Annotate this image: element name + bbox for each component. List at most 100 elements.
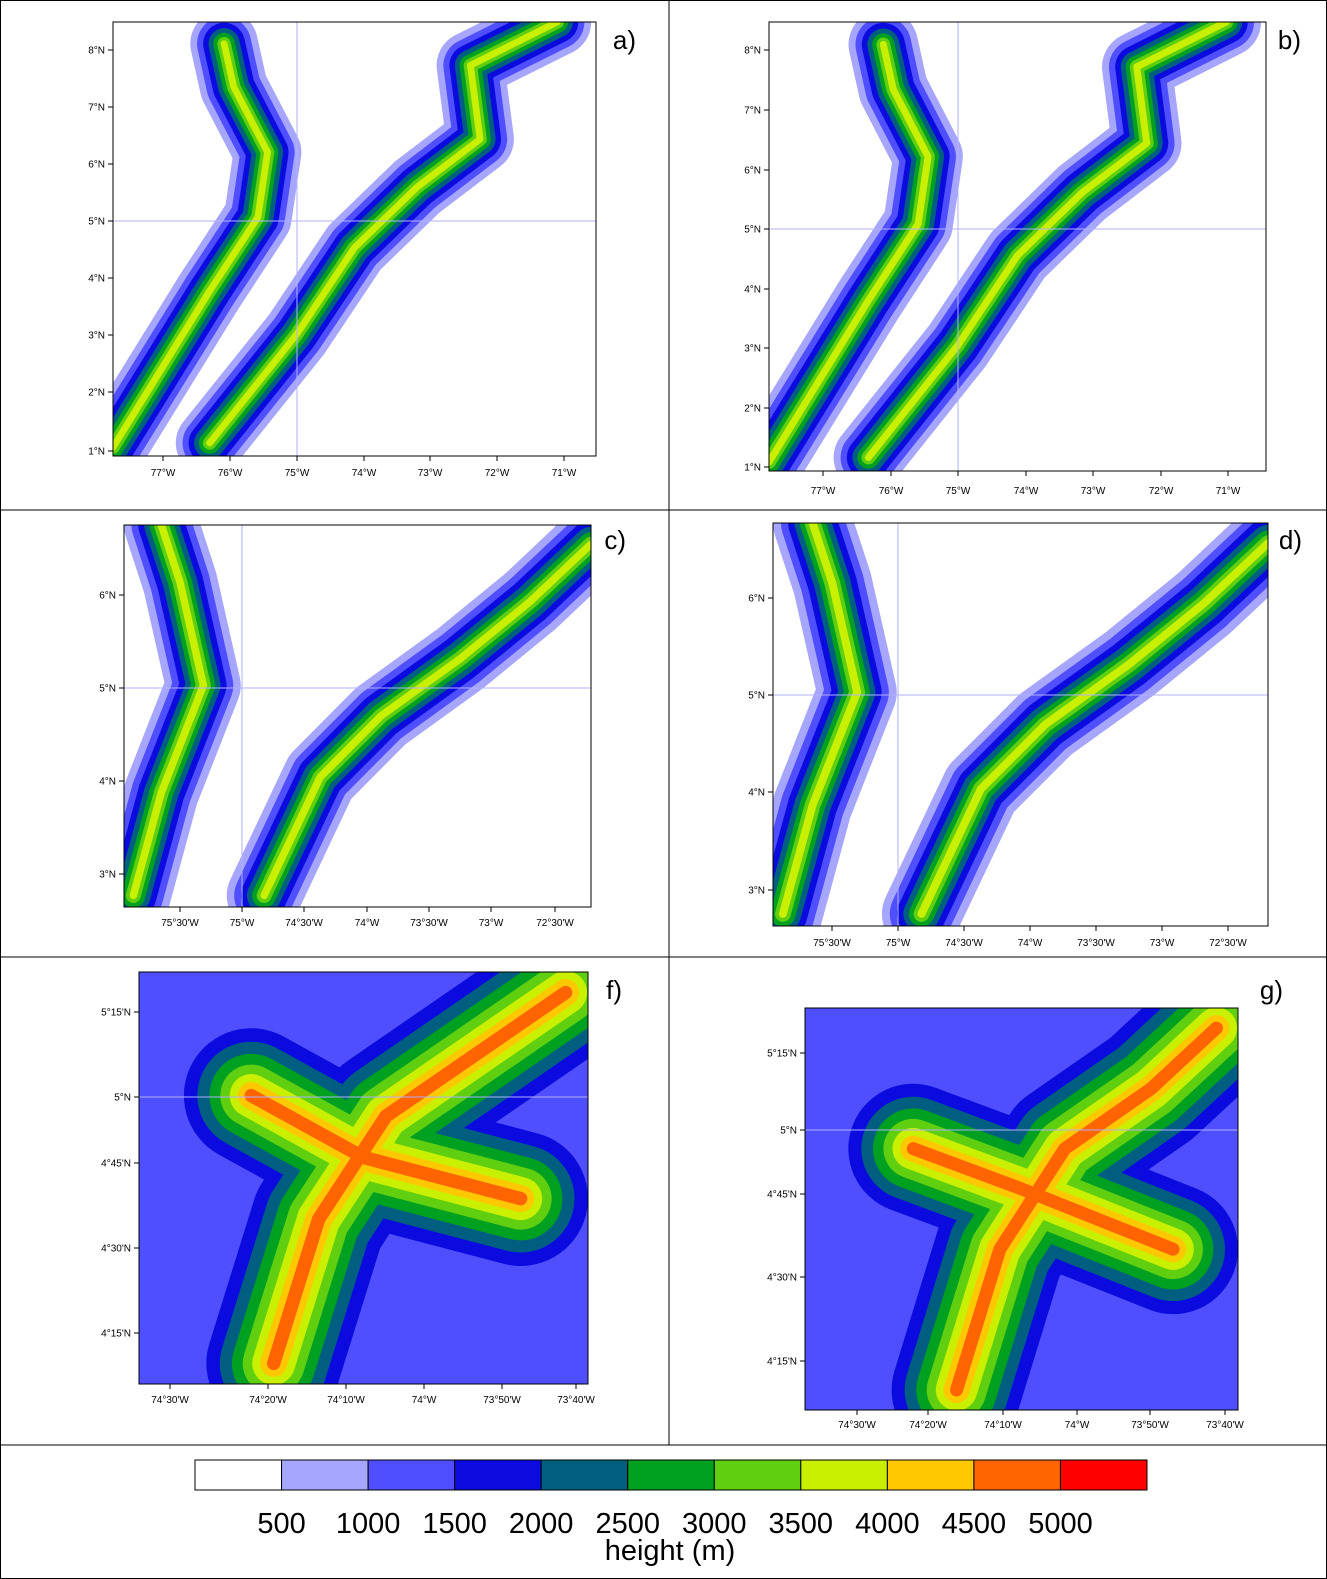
- colorbar-swatch: [886, 1459, 975, 1491]
- colorbar-label: 1500: [422, 1508, 487, 1540]
- colorbar-label: 3000: [682, 1508, 747, 1540]
- x-tick-label: 73°30'W: [410, 918, 448, 929]
- x-tick-label: 73°40'W: [557, 1395, 595, 1406]
- ridge: [917, 539, 1268, 918]
- terrain: [769, 22, 1266, 471]
- colorbar-label: 2500: [595, 1508, 660, 1540]
- x-tick-label: 73°50'W: [1131, 1420, 1169, 1431]
- y-tick-label: 5°N: [748, 691, 765, 702]
- x-tick-label: 74°10'W: [984, 1420, 1022, 1431]
- colorbar-label: 1000: [336, 1508, 401, 1540]
- x-tick-label: 73°50'W: [483, 1395, 521, 1406]
- panel-label: c): [604, 525, 626, 555]
- x-tick-label: 77°W: [151, 468, 176, 479]
- ridge: [129, 525, 208, 900]
- x-tick-label: 74°W: [1014, 486, 1039, 497]
- y-tick-label: 3°N: [99, 870, 116, 881]
- colorbar-swatch: [713, 1459, 802, 1491]
- panel-label: f): [606, 975, 622, 1005]
- colorbar-swatch: [367, 1459, 456, 1491]
- x-tick-label: 75°30'W: [161, 918, 199, 929]
- y-tick-label: 4°15'N: [767, 1357, 797, 1368]
- y-tick-label: 8°N: [744, 46, 761, 57]
- y-tick-label: 7°N: [744, 106, 761, 117]
- x-tick-label: 74°30'W: [285, 918, 323, 929]
- y-tick-label: 3°N: [748, 886, 765, 897]
- x-tick-label: 71°W: [1216, 486, 1241, 497]
- colorbar-swatch: [194, 1459, 283, 1491]
- y-tick-label: 4°N: [744, 285, 761, 296]
- terrain: [773, 523, 1268, 926]
- colorbar-label: 4500: [942, 1508, 1007, 1540]
- x-tick-label: 75°W: [946, 486, 971, 497]
- y-tick-label: 4°45'N: [101, 1159, 131, 1170]
- x-tick-label: 74°W: [1065, 1420, 1090, 1431]
- x-tick-label: 71°W: [552, 468, 577, 479]
- y-tick-label: 4°N: [88, 274, 105, 285]
- colorbar-swatch: [627, 1459, 715, 1491]
- colorbar-swatch: [540, 1459, 629, 1491]
- y-tick-label: 2°N: [744, 404, 761, 415]
- y-tick-label: 4°45'N: [767, 1190, 797, 1201]
- y-tick-label: 4°15'N: [101, 1329, 131, 1340]
- x-tick-label: 73°W: [479, 918, 504, 929]
- y-tick-label: 1°N: [88, 447, 105, 458]
- y-tick-label: 5°N: [780, 1126, 797, 1137]
- x-tick-label: 76°W: [879, 486, 904, 497]
- colorbar-swatch: [973, 1459, 1061, 1491]
- y-tick-label: 4°30'N: [101, 1244, 131, 1255]
- x-tick-label: 75°W: [886, 938, 911, 949]
- x-tick-label: 74°30'W: [838, 1420, 876, 1431]
- x-tick-label: 72°30'W: [1209, 938, 1247, 949]
- plot-frame: [772, 522, 1269, 927]
- plot-frame: [138, 971, 589, 1385]
- x-tick-label: 75°30'W: [813, 938, 851, 949]
- y-tick-label: 3°N: [88, 331, 105, 342]
- terrain: [805, 1008, 1238, 1410]
- ridge: [906, 1142, 1180, 1256]
- terrain: [124, 525, 591, 907]
- y-tick-label: 4°N: [748, 788, 765, 799]
- colorbar-label: 5000: [1028, 1508, 1093, 1540]
- x-tick-label: 73°W: [418, 468, 443, 479]
- y-tick-label: 3°N: [744, 344, 761, 355]
- colorbar-swatch: [281, 1459, 369, 1491]
- terrain: [113, 22, 596, 456]
- plot-frame: [123, 524, 592, 908]
- x-tick-label: 75°W: [285, 468, 310, 479]
- y-tick-label: 5°15'N: [767, 1049, 797, 1060]
- x-tick-label: 74°20'W: [909, 1420, 947, 1431]
- ridge: [266, 985, 573, 1371]
- panel-label: a): [613, 25, 636, 55]
- panel-label: b): [1278, 25, 1301, 55]
- x-tick-label: 74°W: [1018, 938, 1043, 949]
- y-tick-label: 6°N: [748, 594, 765, 605]
- ridge: [113, 40, 271, 451]
- colorbar-title: height (m): [605, 1535, 736, 1567]
- y-tick-label: 4°N: [99, 777, 116, 788]
- plot-frame: [112, 21, 597, 457]
- y-tick-label: 5°N: [99, 684, 116, 695]
- plot-frame: [768, 21, 1267, 472]
- y-tick-label: 5°N: [114, 1093, 131, 1104]
- panel-label: d): [1279, 525, 1302, 555]
- ridge: [950, 1021, 1223, 1397]
- x-tick-label: 74°W: [355, 918, 380, 929]
- colorbar-swatch: [1059, 1459, 1148, 1491]
- x-tick-label: 77°W: [811, 486, 836, 497]
- x-tick-label: 74°30'W: [945, 938, 983, 949]
- y-tick-label: 1°N: [744, 463, 761, 474]
- y-tick-label: 8°N: [88, 46, 105, 57]
- y-tick-label: 6°N: [744, 166, 761, 177]
- ridge: [778, 523, 862, 918]
- x-tick-label: 75°W: [230, 918, 255, 929]
- x-tick-label: 74°W: [412, 1395, 437, 1406]
- colorbar-label: 2000: [509, 1508, 574, 1540]
- colorbar-swatch: [800, 1459, 888, 1491]
- x-tick-label: 72°30'W: [536, 918, 574, 929]
- x-tick-label: 73°W: [1150, 938, 1175, 949]
- y-tick-label: 5°N: [88, 217, 105, 228]
- x-tick-label: 76°W: [218, 468, 243, 479]
- x-tick-label: 72°W: [485, 468, 510, 479]
